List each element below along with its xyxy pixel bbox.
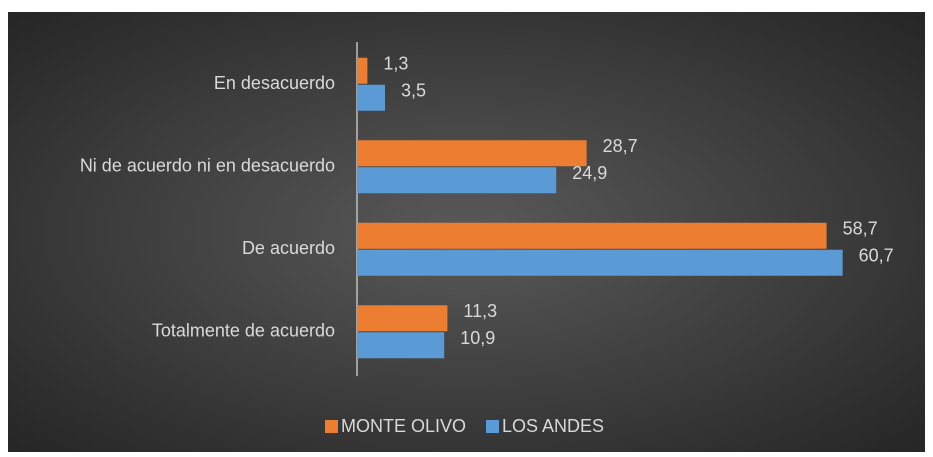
y-tick-label: En desacuerdo (214, 73, 335, 93)
data-label: 28,7 (603, 136, 638, 156)
y-tick-label: Ni de acuerdo ni en desacuerdo (80, 156, 335, 176)
data-label: 1,3 (383, 54, 408, 74)
data-label: 58,7 (843, 219, 878, 239)
legend-swatch (486, 420, 500, 433)
bar (357, 84, 385, 111)
bar (357, 140, 587, 167)
data-label: 24,9 (572, 163, 607, 183)
data-label: 11,3 (463, 301, 497, 321)
y-tick-label: Totalmente de acuerdo (152, 321, 335, 341)
legend-label: LOS ANDES (502, 416, 604, 436)
bar (357, 57, 368, 84)
bar (357, 167, 557, 194)
y-tick-label: De acuerdo (242, 238, 335, 258)
data-label: 10,9 (460, 328, 495, 348)
legend-label: MONTE OLIVO (341, 416, 466, 436)
legend-swatch (325, 420, 338, 433)
data-label: 3,5 (401, 81, 426, 101)
bar (357, 305, 448, 332)
bar (357, 222, 827, 249)
bar (357, 332, 445, 359)
bar (357, 249, 843, 276)
data-label: 60,7 (859, 246, 894, 266)
